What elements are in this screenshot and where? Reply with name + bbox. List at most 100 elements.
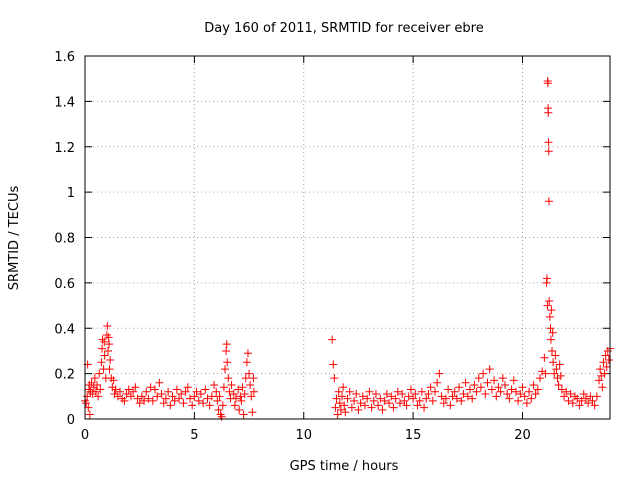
data-point xyxy=(129,387,138,396)
data-point xyxy=(172,385,181,394)
data-point xyxy=(159,399,168,408)
data-point xyxy=(332,394,341,403)
data-point xyxy=(247,392,256,401)
data-point xyxy=(411,390,420,399)
x-tick-label: 0 xyxy=(81,428,89,443)
data-point xyxy=(111,385,120,394)
data-point xyxy=(140,396,149,405)
data-point xyxy=(103,321,112,330)
data-point xyxy=(103,346,112,355)
data-point xyxy=(596,365,605,374)
data-point xyxy=(90,374,99,383)
data-point xyxy=(248,408,257,417)
data-point xyxy=(531,390,540,399)
data-point xyxy=(595,376,604,385)
data-point xyxy=(380,396,389,405)
y-tick-label: 0.8 xyxy=(54,232,75,247)
data-point xyxy=(87,378,96,387)
data-point xyxy=(409,394,418,403)
data-point xyxy=(529,380,538,389)
data-point xyxy=(575,401,584,410)
data-point xyxy=(230,401,239,410)
data-point xyxy=(137,392,146,401)
data-point xyxy=(238,383,247,392)
data-point xyxy=(546,335,555,344)
y-tick-label: 1.6 xyxy=(54,50,75,65)
data-point xyxy=(215,392,224,401)
data-point xyxy=(371,390,380,399)
data-point xyxy=(514,396,523,405)
data-point xyxy=(122,390,131,399)
data-point xyxy=(490,376,499,385)
axis-ticks: 0 0.2 0.4 0.6 0.8 1 1.2 1.4 1.6 0 5 10 15 20 xyxy=(54,50,610,443)
data-point xyxy=(347,403,356,412)
data-point xyxy=(457,396,466,405)
plot-frame xyxy=(84,55,611,420)
data-point xyxy=(188,401,197,410)
data-point xyxy=(543,301,552,310)
data-point xyxy=(396,399,404,408)
data-point xyxy=(448,392,457,401)
data-point xyxy=(231,394,240,403)
data-point xyxy=(229,390,238,399)
data-point xyxy=(234,385,243,394)
data-point xyxy=(356,399,365,408)
data-point xyxy=(581,394,590,403)
data-point xyxy=(363,394,372,403)
data-point xyxy=(105,365,114,374)
data-point xyxy=(545,297,554,306)
data-point xyxy=(492,392,501,401)
data-point xyxy=(389,403,398,412)
data-point xyxy=(339,383,348,392)
data-point xyxy=(439,399,448,408)
data-point xyxy=(97,358,106,367)
data-point xyxy=(361,401,369,410)
data-points xyxy=(81,76,614,421)
data-point xyxy=(479,369,488,378)
data-point xyxy=(466,385,474,394)
data-point xyxy=(566,390,575,399)
data-point xyxy=(161,394,170,403)
data-point xyxy=(223,358,232,367)
data-point xyxy=(404,392,413,401)
data-point xyxy=(222,346,231,355)
data-point xyxy=(338,392,347,401)
data-point xyxy=(330,374,339,383)
data-point xyxy=(544,138,553,147)
chart-title: Day 160 of 2011, SRMTID for receiver ebr… xyxy=(204,21,483,36)
data-point xyxy=(142,387,151,396)
data-point xyxy=(398,390,407,399)
data-point xyxy=(85,380,94,389)
data-point xyxy=(334,387,343,396)
data-point xyxy=(476,383,485,392)
data-point xyxy=(437,392,446,401)
data-point xyxy=(544,108,553,117)
data-point xyxy=(387,392,396,401)
data-point xyxy=(507,385,516,394)
data-point xyxy=(225,387,234,396)
data-point xyxy=(345,387,354,396)
data-point xyxy=(207,392,216,401)
data-point xyxy=(494,383,503,392)
data-point xyxy=(190,392,199,401)
data-point xyxy=(444,385,453,394)
data-point xyxy=(91,387,100,396)
data-point xyxy=(201,385,210,394)
data-point xyxy=(113,392,122,401)
data-point xyxy=(237,396,246,405)
data-point xyxy=(518,383,527,392)
data-point xyxy=(505,394,514,403)
data-point xyxy=(571,392,579,401)
data-point xyxy=(550,369,559,378)
data-point xyxy=(433,378,442,387)
data-point xyxy=(474,374,483,383)
data-point xyxy=(516,390,525,399)
data-point xyxy=(227,380,236,389)
data-point xyxy=(376,394,385,403)
x-tick-label: 10 xyxy=(295,428,312,443)
data-point xyxy=(549,358,558,367)
data-point xyxy=(109,376,118,385)
data-point xyxy=(557,385,566,394)
data-point xyxy=(235,405,244,414)
data-point xyxy=(441,394,450,403)
